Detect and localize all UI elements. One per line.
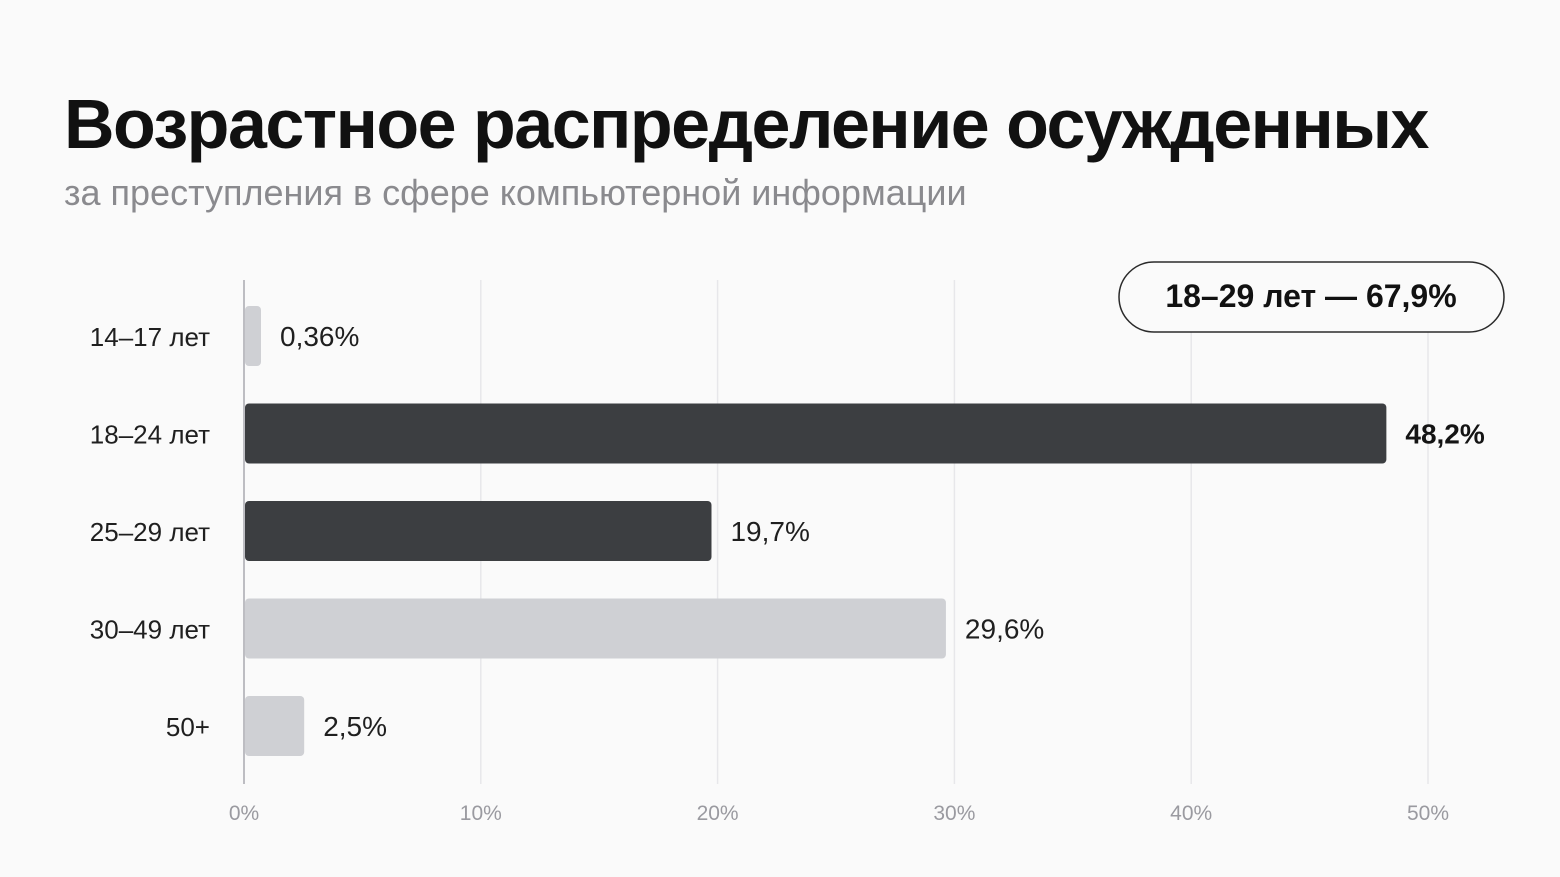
- bar: [245, 501, 712, 561]
- bar: [245, 306, 261, 366]
- category-label: 18–24 лет: [90, 420, 210, 450]
- value-label: 29,6%: [965, 614, 1044, 645]
- x-tick-label: 40%: [1170, 802, 1212, 825]
- x-tick-label: 30%: [933, 802, 975, 825]
- value-label: 48,2%: [1405, 419, 1484, 450]
- bar: [245, 696, 305, 756]
- category-label: 30–49 лет: [90, 615, 210, 645]
- chart-title: Возрастное распределение осужденных: [64, 85, 1429, 163]
- summary-badge: 18–29 лет — 67,9%: [1118, 261, 1505, 333]
- category-label: 50+: [166, 712, 210, 742]
- bar: [245, 598, 946, 659]
- value-label: 2,5%: [323, 711, 387, 742]
- chart-subtitle: за преступления в сфере компьютерной инф…: [64, 172, 967, 213]
- value-label: 19,7%: [730, 516, 809, 547]
- bars: [245, 306, 1387, 756]
- category-label: 25–29 лет: [90, 517, 210, 547]
- value-label: 0,36%: [280, 321, 359, 352]
- badge-pill: [1118, 261, 1505, 333]
- badge-text: 18–29 лет — 67,9%: [1165, 278, 1456, 314]
- labels: 0% 10% 20% 30% 40% 50% 14–17 лет 0,36% 18–24 лет…: [90, 321, 1485, 825]
- x-tick-label: 50%: [1407, 802, 1449, 825]
- x-tick-label: 0%: [229, 802, 259, 825]
- bar: [245, 403, 1387, 464]
- x-tick-label: 10%: [460, 802, 502, 825]
- category-label: 14–17 лет: [90, 322, 210, 352]
- x-tick-label: 20%: [697, 802, 739, 825]
